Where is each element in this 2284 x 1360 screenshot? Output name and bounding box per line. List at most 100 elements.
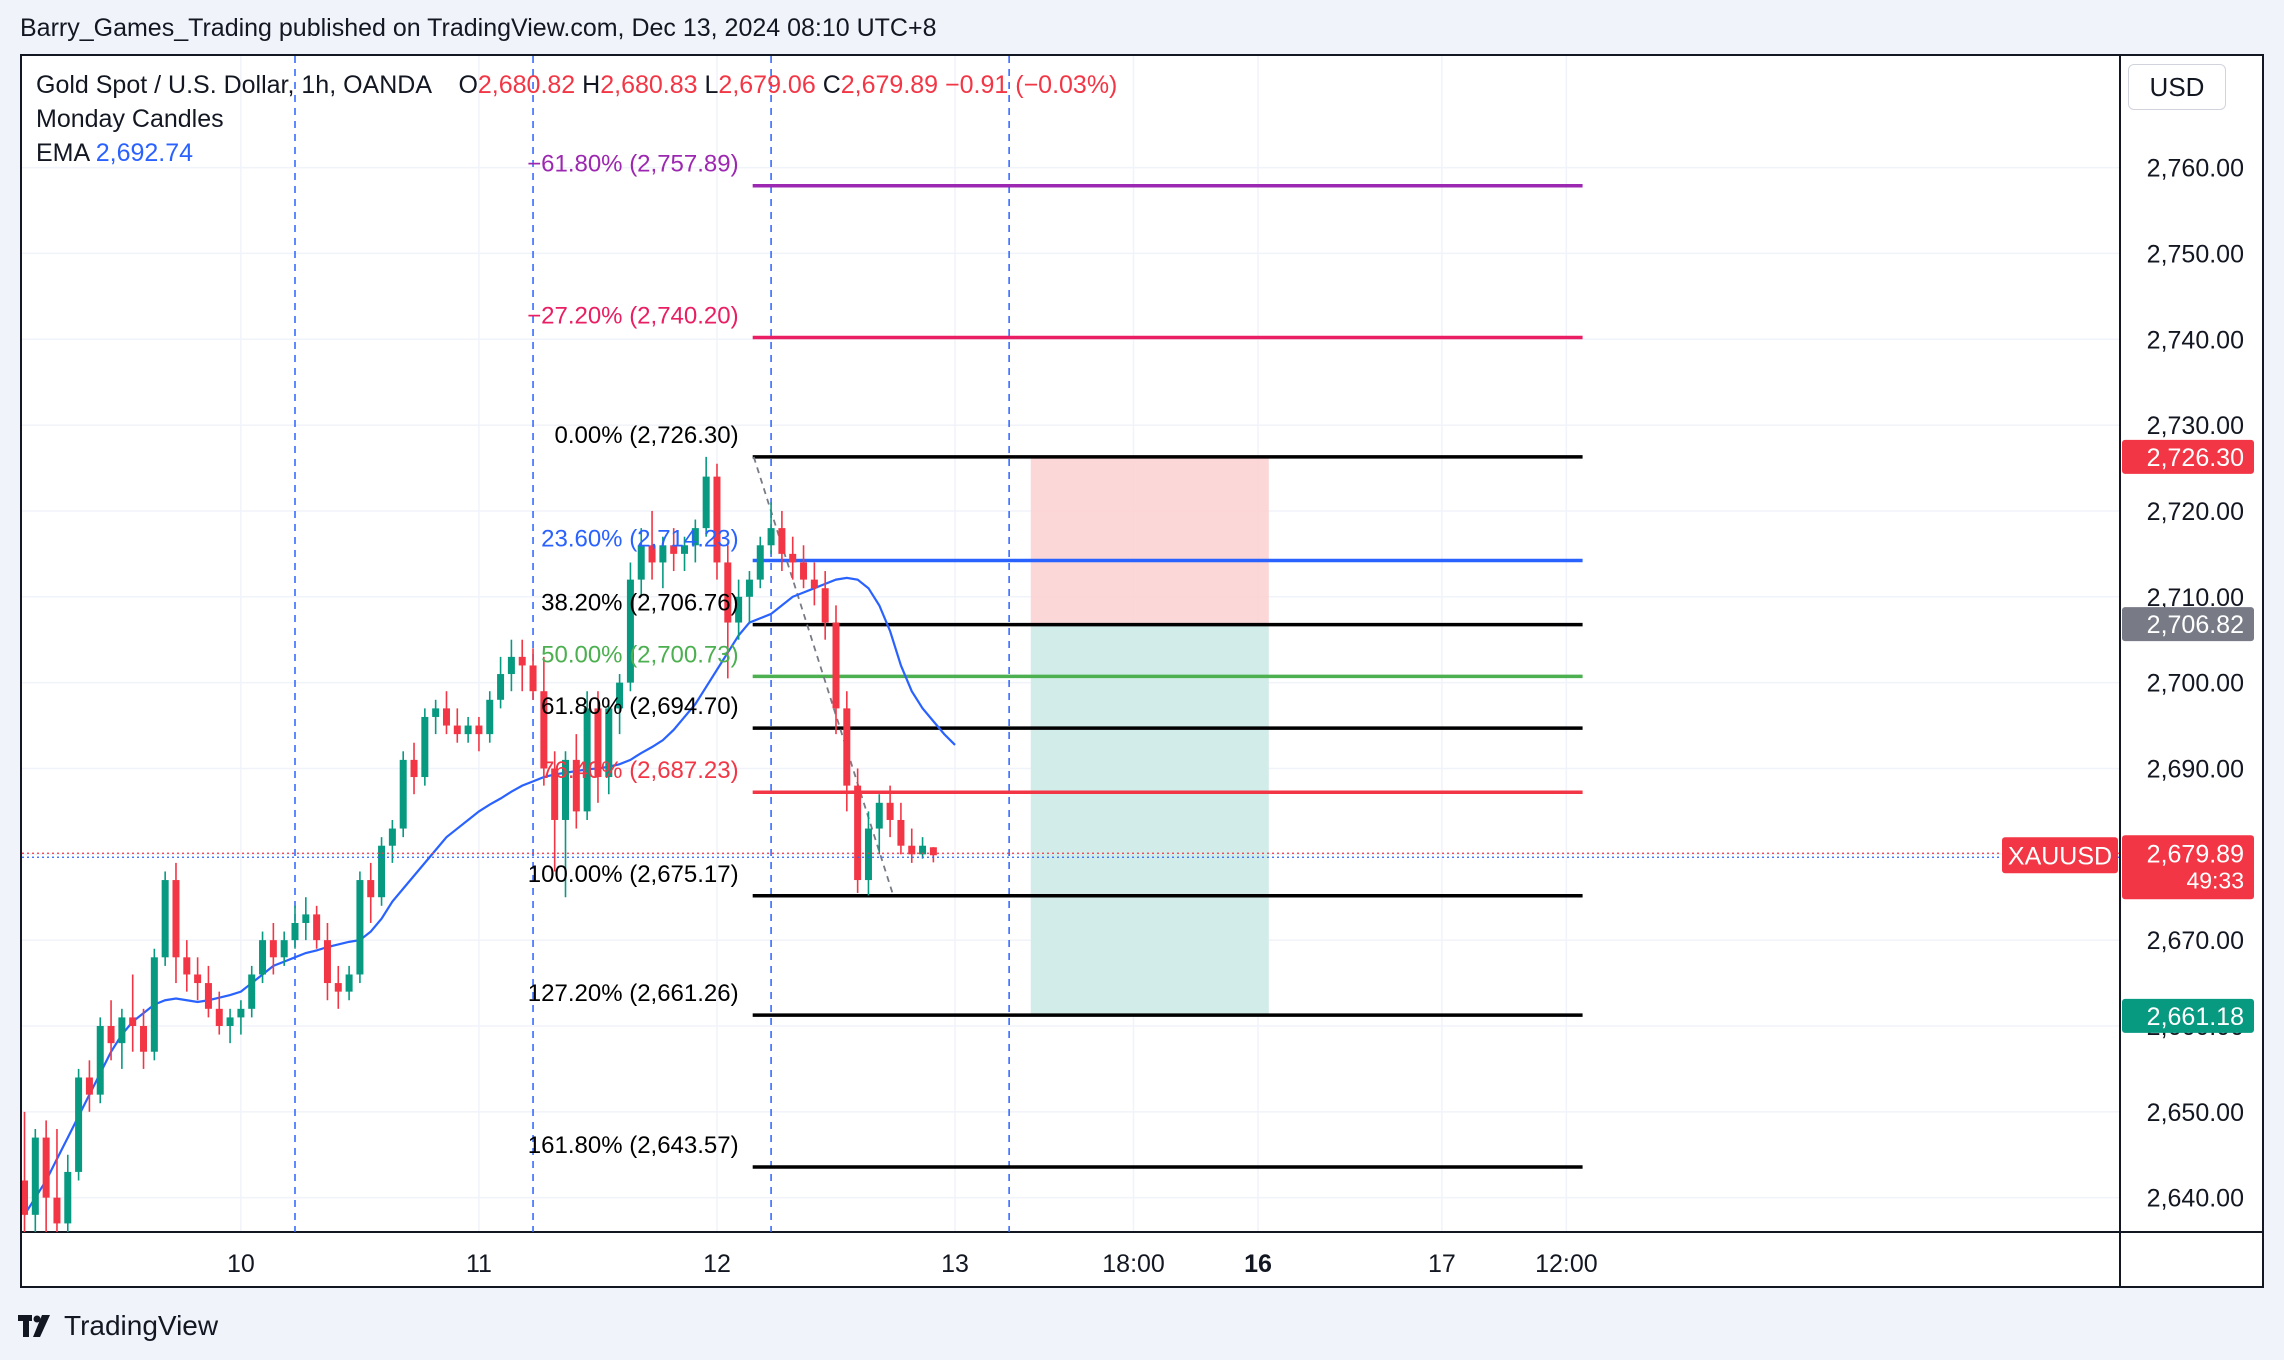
candle-body: [464, 725, 472, 735]
y-tick-label: 2,750.00: [2147, 240, 2244, 268]
candle-body: [291, 922, 299, 941]
candle-body: [378, 845, 386, 898]
price-axis-tag-label: 2,706.82: [2147, 611, 2244, 639]
candle-body: [150, 957, 158, 1052]
candle-body: [789, 553, 797, 563]
candle-body: [64, 1171, 72, 1224]
candle-body: [399, 759, 407, 829]
y-tick-label: 2,740.00: [2147, 326, 2244, 354]
x-tick-label: 16: [1244, 1250, 1272, 1278]
y-tick-label: 2,720.00: [2147, 498, 2244, 526]
candle-body: [594, 708, 602, 778]
last-price-value: 2,679.89: [2147, 840, 2244, 868]
indicator-ema[interactable]: EMA 2,692.74: [36, 136, 1117, 170]
candle-body: [497, 674, 505, 700]
candle-body: [161, 880, 169, 958]
candle-body: [756, 545, 764, 580]
currency-selector[interactable]: USD: [2128, 64, 2226, 110]
x-tick-label: 10: [227, 1250, 255, 1278]
candle-body: [453, 725, 461, 735]
candle-body: [562, 759, 569, 820]
ema-value: 2,692.74: [95, 139, 194, 167]
candle-body: [31, 1137, 39, 1215]
candle-body: [248, 974, 256, 1009]
candle-body: [583, 708, 591, 812]
candle-body: [854, 785, 862, 881]
candle-body: [226, 1017, 234, 1026]
candle-body: [22, 1180, 28, 1215]
candle-body: [172, 880, 180, 958]
take-profit-zone: [1030, 624, 1269, 1016]
tradingview-logo-icon: [18, 1315, 50, 1337]
ema-line: [23, 576, 956, 1216]
candle-body: [53, 1197, 61, 1224]
high-value: 2,680.83: [600, 71, 698, 99]
candle-body: [280, 940, 288, 958]
ema-label: EMA: [36, 139, 89, 167]
candle-body: [215, 1008, 223, 1026]
candle-body: [194, 974, 202, 984]
indicator-monday-candles[interactable]: Monday Candles: [36, 105, 224, 133]
price-axis-tag: [2122, 439, 2254, 474]
change-value: −0.91 (−0.03%): [945, 71, 1118, 99]
candle-body: [637, 545, 645, 580]
candle-body: [140, 1025, 148, 1052]
candle-body: [313, 914, 321, 941]
candle-body: [323, 940, 331, 984]
y-tick-label: 2,700.00: [2147, 670, 2244, 698]
candle-body: [269, 940, 277, 958]
x-tick-label: 11: [466, 1250, 492, 1278]
candle-body: [800, 562, 808, 580]
candle-body: [626, 579, 634, 683]
candle-body: [713, 476, 721, 563]
x-tick-label: 18:00: [1102, 1250, 1165, 1278]
last-price-tag: [2122, 835, 2254, 900]
candle-body: [432, 708, 440, 717]
candle-body: [778, 528, 786, 554]
price-axis-tag-label: 2,661.18: [2147, 1003, 2244, 1031]
open-label: O: [458, 71, 478, 99]
candle-body: [540, 691, 548, 769]
symbol-tag: [2002, 837, 2118, 874]
candle-body: [204, 983, 212, 1009]
candle-body: [507, 656, 515, 675]
candle-body: [605, 708, 613, 778]
y-tick-label: 2,650.00: [2147, 1099, 2244, 1127]
candle-body: [42, 1137, 50, 1198]
close-label: C: [822, 71, 841, 99]
symbol-title[interactable]: Gold Spot / U.S. Dollar, 1h, OANDA: [36, 71, 431, 99]
ohlc-legend-row: Gold Spot / U.S. Dollar, 1h, OANDA O2,68…: [36, 68, 1117, 102]
x-tick-label: 17: [1428, 1250, 1456, 1278]
price-axis-tag: [2122, 607, 2254, 642]
candle-body: [518, 656, 526, 666]
candle-body: [616, 682, 624, 709]
chart-legend: Gold Spot / U.S. Dollar, 1h, OANDA O2,68…: [36, 68, 1117, 170]
publisher-caption: Barry_Games_Trading published on Trading…: [20, 14, 937, 42]
open-value: 2,680.82: [477, 71, 576, 99]
candle-body: [832, 622, 840, 709]
fib-level-label: 38.20% (2,706.76): [541, 590, 738, 617]
price-axis-tag: [2122, 998, 2254, 1033]
x-tick-label: 12:00: [1535, 1250, 1598, 1278]
candle-body: [551, 768, 559, 820]
fib-level-label: 127.20% (2,661.26): [528, 980, 739, 1007]
candle-body: [85, 1077, 93, 1095]
candle-body: [118, 1017, 126, 1044]
candle-body: [875, 802, 883, 829]
candle-body: [919, 845, 927, 855]
candle-body: [410, 759, 418, 778]
footer-bar: [0, 1290, 2284, 1360]
candle-body: [529, 665, 537, 692]
candle-body: [864, 828, 872, 881]
candle-body: [821, 588, 829, 623]
fib-level-label: 50.00% (2,700.73): [541, 641, 738, 668]
candle-body: [237, 1008, 245, 1018]
candle-body: [183, 957, 191, 975]
candle-body: [886, 802, 894, 820]
candle-body: [810, 579, 818, 589]
low-label: L: [704, 71, 719, 99]
candle-body: [388, 828, 396, 846]
close-value: 2,679.89: [840, 71, 939, 99]
tradingview-logo[interactable]: TradingView: [18, 1310, 218, 1342]
